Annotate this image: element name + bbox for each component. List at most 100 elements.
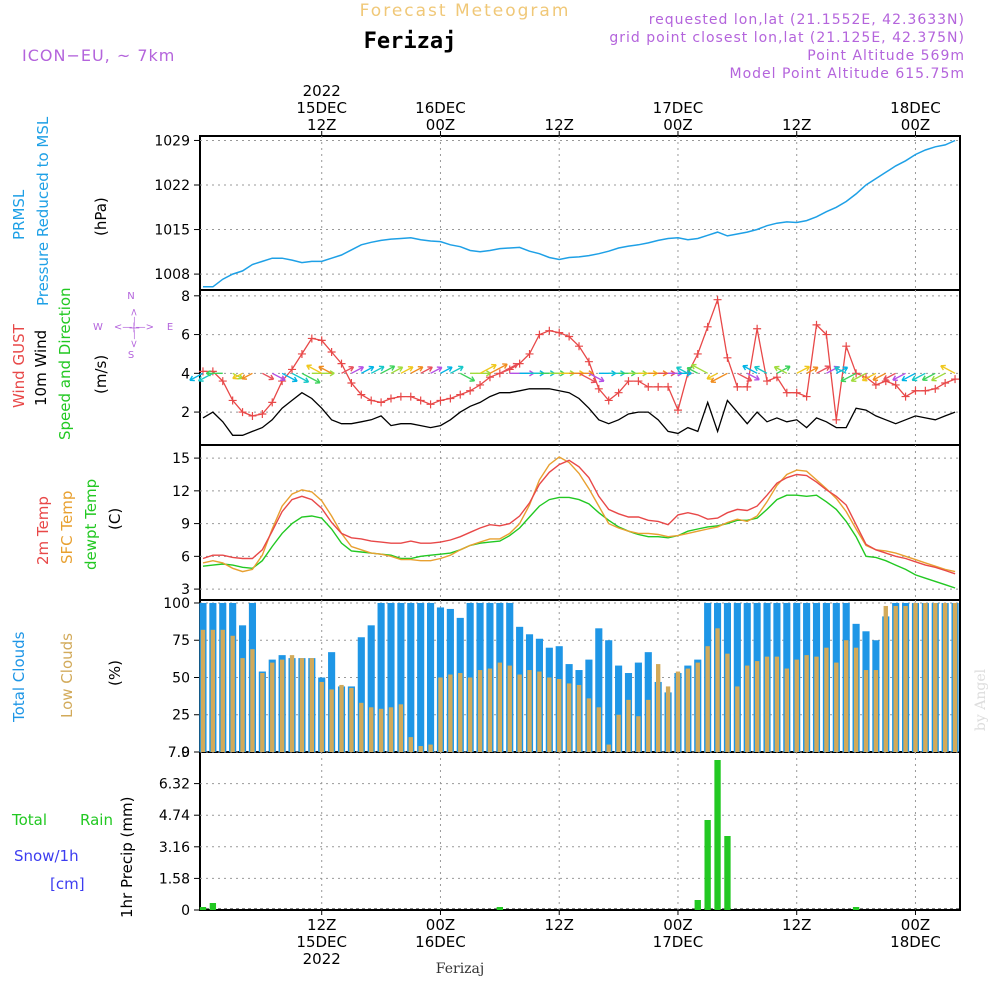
- gust-marker: [703, 322, 712, 331]
- low-cloud-bar: [646, 699, 651, 752]
- model-label: ICON−EU, ~ 7km: [22, 46, 175, 65]
- time-label-bottom: 15DEC: [296, 933, 347, 951]
- sfc-temp-line: [202, 456, 956, 573]
- compass-vertical-arrows: <—|—>: [129, 308, 140, 348]
- model-altitude: Model Point Altitude 615.75m: [730, 66, 965, 82]
- low-cloud-bar: [725, 653, 730, 752]
- wind-arrow: [851, 372, 867, 382]
- legend-percent: (%): [106, 660, 124, 686]
- clouds-ytick-label: 0: [181, 745, 190, 761]
- low-cloud-bar: [636, 716, 641, 752]
- rain-bar: [496, 907, 504, 910]
- compass-south: S: [128, 350, 134, 361]
- wind-arrow-head: [389, 365, 396, 371]
- wind-arrow: [450, 365, 464, 374]
- wind-arrow: [301, 372, 321, 384]
- precip-ytick-label: 7.9: [168, 745, 190, 761]
- gust-marker: [763, 377, 772, 386]
- low-cloud-bar: [240, 658, 245, 752]
- wind-arrow-head: [397, 366, 404, 372]
- gust-marker: [891, 380, 900, 389]
- wind-arrow-head: [690, 363, 697, 370]
- temperature-ytick-label: 9: [181, 517, 190, 533]
- wind-arrow: [489, 363, 508, 374]
- low-cloud-bar: [764, 656, 770, 752]
- low-cloud-bar: [230, 635, 235, 752]
- low-cloud-bar: [378, 708, 384, 752]
- clouds-ytick-label: 50: [172, 670, 190, 686]
- low-cloud-bar: [309, 658, 314, 752]
- legend-pressure-msl: Pressure Reduced to MSL: [34, 116, 52, 306]
- low-cloud-bar: [497, 662, 503, 752]
- gust-marker: [792, 388, 801, 397]
- low-cloud-bar: [477, 670, 483, 752]
- wind-arrow-head: [378, 365, 385, 372]
- legend-rain: Rain: [80, 811, 113, 829]
- gust-marker: [743, 382, 752, 391]
- legend-snow-unit: [cm]: [50, 875, 85, 893]
- low-cloud-bar: [794, 659, 799, 752]
- low-cloud-bar: [359, 702, 364, 752]
- wind-ytick-label: 4: [181, 366, 190, 382]
- low-cloud-bar: [369, 707, 374, 752]
- total-cloud-bar: [733, 602, 741, 752]
- gust-marker: [466, 386, 475, 395]
- gust-marker: [238, 408, 247, 417]
- compass-north: N: [127, 291, 134, 302]
- wind-arrow: [911, 372, 926, 381]
- low-cloud-bar: [408, 737, 413, 752]
- gust-marker: [871, 380, 880, 389]
- clouds-ytick-label: 25: [172, 708, 190, 724]
- wind-arrow-head: [358, 365, 365, 372]
- pressure-ytick-label: 1008: [154, 267, 190, 283]
- low-cloud-bar: [774, 656, 780, 752]
- gust-marker: [733, 382, 742, 391]
- header-subtitle: Forecast Meteogram: [360, 1, 571, 21]
- gust-marker: [228, 396, 237, 405]
- low-cloud-bar: [200, 629, 206, 752]
- low-cloud-bar: [824, 647, 829, 752]
- low-cloud-bar: [210, 629, 216, 752]
- gust-marker: [525, 349, 534, 358]
- gust-marker: [406, 392, 415, 401]
- wind-arrow-head: [742, 364, 748, 371]
- low-cloud-bar: [428, 744, 433, 752]
- time-label-bottom: 17DEC: [653, 933, 704, 951]
- wind-arrow: [901, 372, 916, 382]
- time-label-top: 15DEC: [296, 99, 347, 117]
- wind-arrow-head: [901, 375, 908, 382]
- wind-arrow-head: [812, 366, 819, 373]
- gust-marker: [495, 369, 504, 378]
- legend-total: Total: [11, 811, 47, 829]
- footer-location: Ferizaj: [436, 961, 484, 977]
- precip-ytick-label: 1.58: [159, 871, 190, 887]
- wind-arrow-head: [710, 377, 716, 384]
- low-cloud-bar: [883, 605, 888, 752]
- low-cloud-bar: [458, 673, 463, 752]
- total-cloud-bar: [387, 602, 395, 752]
- gust-marker: [386, 394, 395, 403]
- wind-arrow: [806, 366, 819, 374]
- time-label-top: 16DEC: [415, 99, 466, 117]
- legend-10m-wind: 10m Wind: [32, 330, 50, 406]
- rain-bar: [714, 760, 721, 910]
- pressure-line: [203, 139, 956, 288]
- credit-watermark: by Angel: [973, 668, 989, 731]
- gust-marker: [594, 384, 603, 393]
- temp-2m-line: [202, 459, 956, 575]
- low-cloud-bar: [952, 602, 958, 752]
- gust-marker: [673, 406, 682, 415]
- gust-marker: [842, 342, 851, 351]
- gust-marker: [218, 377, 227, 386]
- wind-arrow-head: [292, 376, 298, 383]
- wind-arrow-head: [785, 365, 791, 372]
- wind-ytick-label: 6: [181, 328, 190, 344]
- gust-marker: [357, 390, 366, 399]
- total-cloud-bar: [605, 640, 613, 752]
- wind-arrow-head: [241, 374, 247, 380]
- wind-arrow-head: [329, 370, 335, 377]
- wind-arrow-head: [921, 375, 928, 382]
- low-cloud-bar: [863, 670, 869, 752]
- compass-rose: N S W E <—|—> <—|—>: [93, 291, 173, 361]
